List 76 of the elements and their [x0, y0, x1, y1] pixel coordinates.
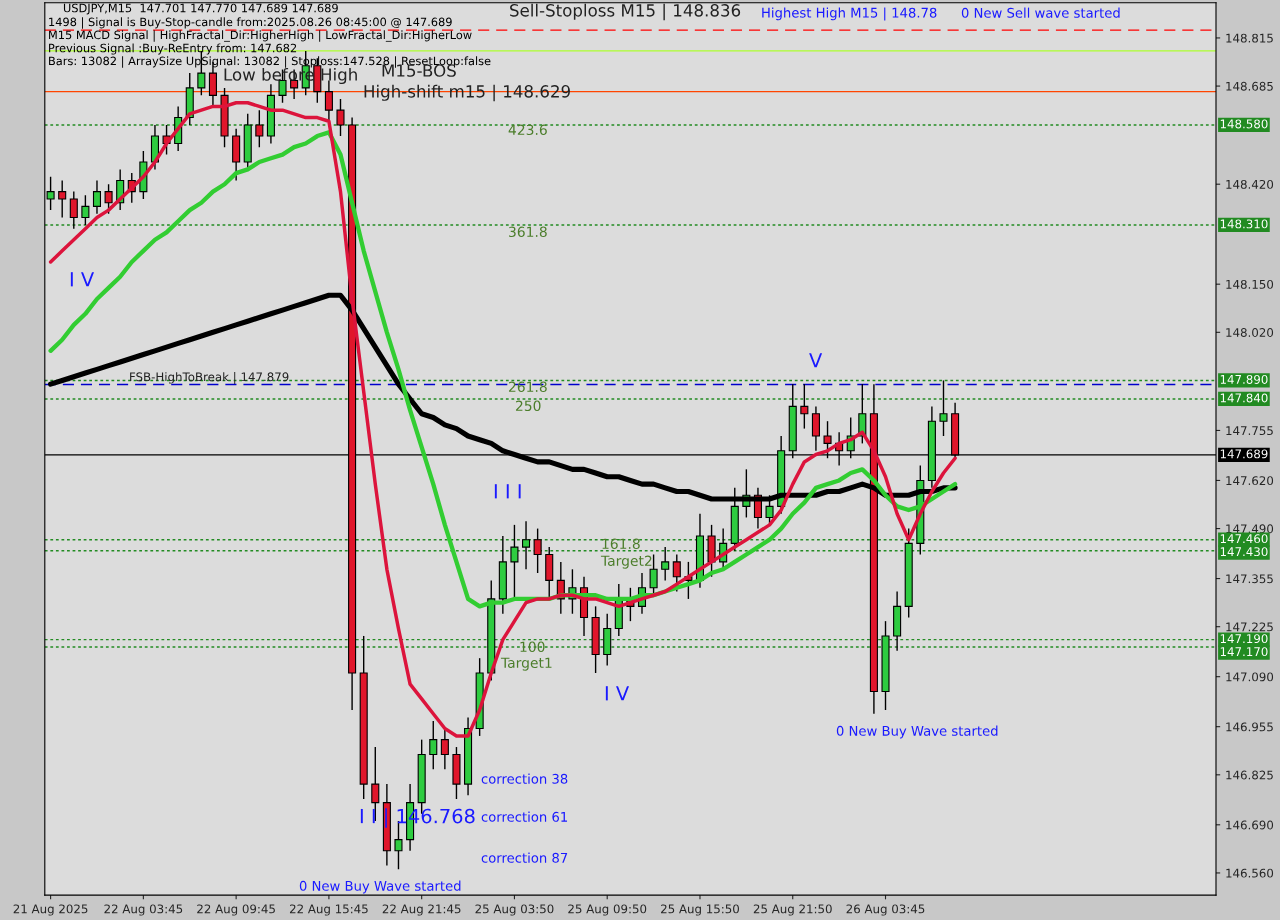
candlestick [811, 405, 820, 452]
annotation: 1498 | Signal is Buy-Stop-candle from:2025.08.26 08:45:00 @ 147.689 [49, 17, 452, 29]
ref-line-label: 147.190 [1220, 634, 1268, 644]
annotation: V [809, 353, 823, 368]
ref-line-label: 147.689 [1220, 449, 1268, 459]
x-tick-label: 25 Aug 21:50 [753, 904, 832, 916]
ref-line-label: 148.580 [1220, 119, 1268, 129]
annotation: USDJPY,M15 147.701 147.770 147.689 147.689 [63, 3, 338, 15]
y-tick-label: 148.420 [1226, 179, 1274, 189]
x-tick-label: 21 Aug 2025 [13, 904, 88, 916]
ref-line-label: 147.430 [1220, 547, 1268, 557]
candlestick [92, 179, 102, 215]
y-tick-label: 146.825 [1226, 770, 1273, 780]
candlestick [939, 379, 948, 437]
x-tick-label: 26 Aug 03:45 [846, 904, 925, 916]
y-tick-label: 148.150 [1226, 279, 1274, 289]
annotation: 261.8 [508, 381, 547, 393]
candlestick [255, 109, 264, 148]
annotation: I V [605, 686, 630, 701]
annotation: Sell-Stoploss M15 | 148.836 [510, 3, 741, 21]
y-tick-label: 148.815 [1226, 33, 1273, 43]
ref-line-label: 147.890 [1220, 374, 1268, 384]
candlestick [429, 720, 438, 770]
candlestick [104, 183, 113, 215]
candlestick [58, 179, 67, 219]
ref-line-label: 147.840 [1220, 393, 1268, 403]
x-tick-label: 22 Aug 09:45 [197, 904, 275, 916]
x-tick-label: 25 Aug 09:50 [568, 904, 647, 916]
candlestick [510, 524, 519, 600]
annotation: 250 [515, 400, 541, 412]
annotation: I I I [494, 484, 521, 499]
y-tick-label: 146.955 [1226, 722, 1273, 732]
annotation: Highest High M15 | 148.78 [762, 7, 937, 21]
annotation: 423.6 [508, 124, 547, 136]
annotation: Target1 [500, 657, 552, 671]
y-tick-label: 147.225 [1226, 622, 1273, 632]
y-tick-label: 147.490 [1226, 524, 1274, 534]
candlestick [69, 190, 78, 230]
annotation: 161.8 [602, 538, 640, 550]
annotation: I V [70, 272, 95, 287]
annotation: correction 87 [481, 852, 568, 863]
y-tick-label: 146.690 [1226, 820, 1274, 830]
ref-line-label: 147.460 [1220, 534, 1268, 544]
annotation: 361.8 [509, 226, 547, 238]
x-tick-label: 22 Aug 15:45 [289, 904, 368, 916]
y-tick-label: 147.355 [1226, 574, 1273, 584]
candlestick [440, 727, 449, 770]
annotation: FSB-HighToBreak | 147.879 [130, 372, 289, 384]
x-tick-label: 22 Aug 03:45 [104, 904, 183, 916]
y-tick-label: 147.755 [1226, 426, 1273, 436]
y-tick-label: 147.090 [1226, 672, 1274, 682]
annotation: correction 38 [481, 773, 568, 784]
ref-line-label: 147.170 [1220, 647, 1268, 657]
candlestick [336, 98, 345, 137]
annotation: correction 61 [481, 811, 568, 822]
x-tick-label: 22 Aug 21:45 [382, 904, 461, 916]
y-tick-label: 148.685 [1226, 81, 1273, 91]
annotation: M15 MACD Signal | HighFractal_Dir:HigherHigh | LowFractal_Dir:HigherLow [49, 30, 472, 42]
candlestick [81, 194, 90, 226]
annotation: Target2 [600, 555, 652, 569]
candlestick [672, 553, 681, 593]
candlestick [661, 546, 670, 582]
candlestick [522, 520, 531, 570]
annotation: 0 New Buy Wave started [299, 880, 461, 894]
candlestick [800, 383, 809, 430]
annotation: 100 [520, 641, 545, 653]
text: 0 New Sell wave started [961, 7, 1120, 18]
y-tick-label: 147.620 [1226, 476, 1274, 486]
x-tick-label: 25 Aug 03:50 [475, 904, 554, 916]
candlestick [533, 527, 542, 574]
y-tick-label: 146.560 [1226, 868, 1274, 878]
ref-line-label: 148.310 [1220, 219, 1268, 229]
annotation: 0 New Buy Wave started [836, 725, 998, 739]
candlestick [371, 746, 380, 822]
x-tick-label: 25 Aug 15:50 [661, 904, 739, 916]
y-tick-label: 148.020 [1226, 328, 1274, 337]
